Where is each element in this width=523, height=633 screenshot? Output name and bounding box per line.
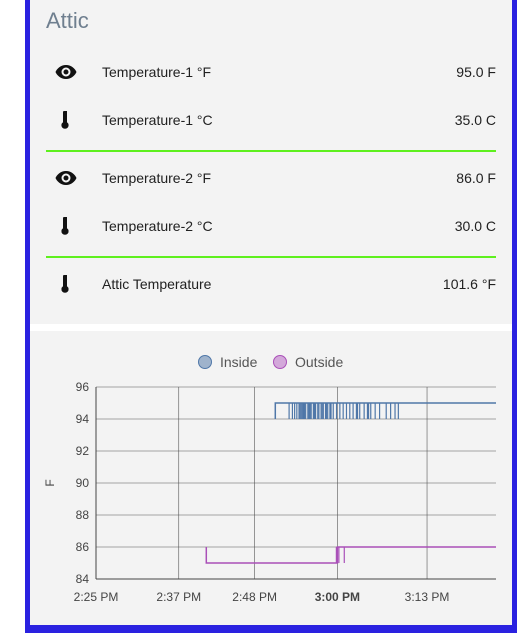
entity-value: 101.6 °F [442,276,496,292]
entity-row-attic-temperature[interactable]: Attic Temperature 101.6 °F [30,264,512,304]
entity-label: Attic Temperature [102,276,212,292]
series-line-inside [274,402,496,419]
y-tick-label: 88 [76,508,90,522]
history-chart: 96 94 92 90 88 86 84 2:25 PM 2:37 PM 2:48 PM 3:00… [43,380,496,604]
y-tick-label: 94 [76,412,90,426]
thermometer-icon [61,217,69,235]
x-axis-ticks: 2:25 PM 2:37 PM 2:48 PM 3:00 PM 3:13 PM [74,590,450,604]
legend-label: Outside [295,354,344,370]
y-tick-label: 92 [76,444,90,458]
y-axis-label: F [43,479,57,486]
card-separator [30,324,512,331]
entity-row-temperature-2-c[interactable]: Temperature-2 °C 30.0 C [30,206,512,246]
y-tick-label: 96 [76,380,90,394]
x-tick-label: 3:00 PM [315,590,360,604]
entity-value: 30.0 C [454,218,496,234]
x-tick-label: 2:25 PM [74,590,119,604]
entity-value: 95.0 F [456,64,496,80]
legend-swatch-inside [198,355,212,369]
section-divider [46,150,496,152]
entity-label: Temperature-2 °F [102,170,212,186]
thermometer-icon [61,111,69,129]
x-tick-label: 3:13 PM [405,590,450,604]
thermometer-icon [61,275,69,293]
y-tick-label: 84 [76,572,90,586]
entity-row-temperature-2-f[interactable]: Temperature-2 °F 86.0 F [30,158,512,198]
y-tick-label: 86 [76,540,90,554]
chart-legend: Inside Outside [30,352,512,374]
eye-icon [55,65,77,79]
entity-value: 35.0 C [454,112,496,128]
legend-label: Inside [220,354,258,370]
y-tick-label: 90 [76,476,90,490]
entity-row-temperature-1-f[interactable]: Temperature-1 °F 95.0 F [30,52,512,92]
entity-row-temperature-1-c[interactable]: Temperature-1 °C 35.0 C [30,100,512,140]
section-divider [46,256,496,258]
x-tick-label: 2:37 PM [156,590,201,604]
entity-label: Temperature-2 °C [102,218,213,234]
series-line-outside [205,546,496,564]
y-axis-ticks: 96 94 92 90 88 86 84 [76,380,90,586]
eye-icon [55,171,77,185]
card-title: Attic [46,8,89,33]
entity-label: Temperature-1 °F [102,64,212,80]
x-tick-label: 2:48 PM [232,590,277,604]
entity-label: Temperature-1 °C [102,112,213,128]
chart-series [205,402,496,564]
legend-swatch-outside [273,355,287,369]
chart-grid [95,386,496,580]
entity-value: 86.0 F [456,170,496,186]
attic-card: Attic Temperature-1 °F 95.0 F Temperatur… [30,0,512,625]
